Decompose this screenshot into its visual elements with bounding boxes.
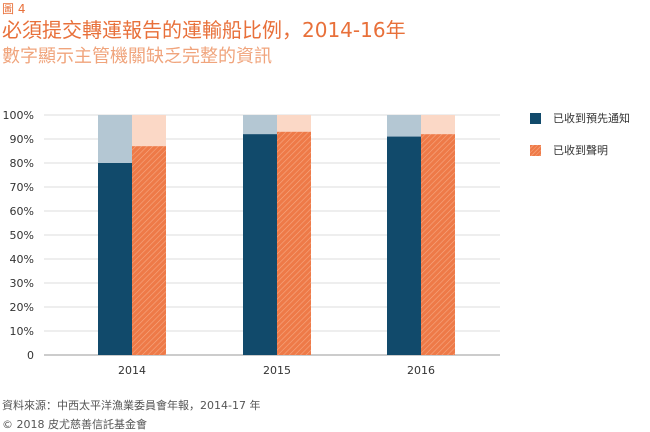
figure-label: 圖 4	[2, 2, 26, 16]
legend-label: 已收到聲明	[553, 144, 608, 157]
bars	[98, 115, 455, 355]
legend-item-advance-notice: 已收到預先通知	[530, 110, 630, 126]
x-tick-label: 2016	[407, 364, 435, 377]
chart-title: 必須提交轉運報告的運輸船比例，2014-16年	[2, 18, 406, 42]
bar-declaration-2015	[277, 131, 311, 355]
x-tick-label: 2015	[263, 364, 291, 377]
y-tick-label: 0	[27, 349, 34, 362]
x-tick-label: 2014	[118, 364, 146, 377]
axis-labels: 0 10% 20% 30% 40% 50% 60% 70% 80% 90% 100% 2014 2015…	[3, 109, 435, 377]
y-tick-label: 10%	[10, 325, 34, 338]
legend-swatch-blue	[530, 112, 541, 124]
bar-declaration-2016	[421, 134, 455, 355]
bar-declaration-2014	[132, 146, 166, 355]
chart-subtitle: 數字顯示主管機關缺乏完整的資訊	[2, 46, 272, 67]
y-tick-label: 100%	[3, 109, 34, 122]
y-tick-label: 70%	[10, 181, 34, 194]
bar-advance-notice-2016	[387, 136, 421, 355]
y-tick-label: 40%	[10, 253, 34, 266]
y-tick-label: 30%	[10, 277, 34, 290]
legend-item-declaration: 已收到聲明	[530, 142, 630, 158]
y-tick-label: 90%	[10, 133, 34, 146]
copyright-note: © 2018 皮尤慈善信託基金會	[2, 418, 147, 431]
bar-advance-notice-2014	[98, 163, 132, 355]
y-tick-label: 80%	[10, 157, 34, 170]
legend: 已收到預先通知 已收到聲明	[530, 110, 630, 174]
source-note: 資料來源：中西太平洋漁業委員會年報，2014-17 年	[2, 399, 261, 412]
bar-advance-notice-2015	[243, 134, 277, 355]
y-tick-label: 50%	[10, 229, 34, 242]
y-tick-label: 20%	[10, 301, 34, 314]
bar-chart: 0 10% 20% 30% 40% 50% 60% 70% 80% 90% 100% 2014 2015…	[3, 109, 500, 377]
legend-label: 已收到預先通知	[553, 112, 630, 125]
legend-swatch-orange	[530, 144, 541, 156]
y-tick-label: 60%	[10, 205, 34, 218]
